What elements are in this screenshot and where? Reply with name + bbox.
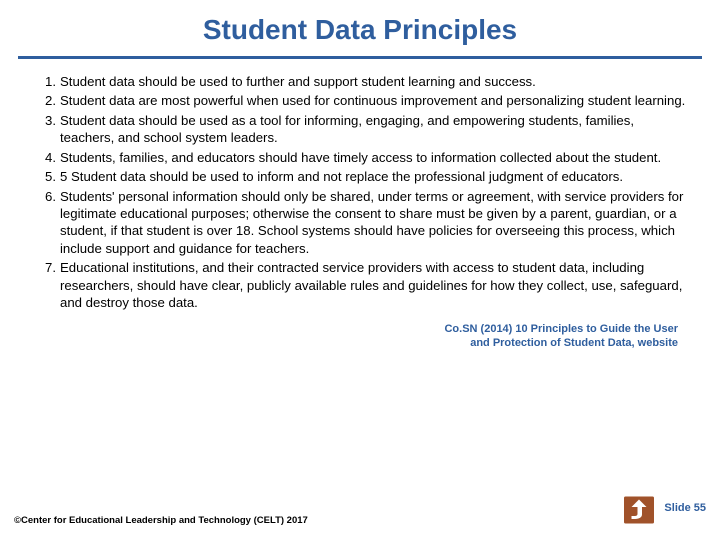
page-title: Student Data Principles [0,0,720,56]
title-rule [18,56,702,59]
list-item: Student data are most powerful when used… [34,92,686,109]
slide: { "title": { "text": "Student Data Princ… [0,0,720,540]
body-region: Student data should be used to further a… [0,73,720,311]
list-item: Student data should be used as a tool fo… [34,112,686,147]
slide-number: Slide 55 [664,502,706,514]
list-item: 5 Student data should be used to inform … [34,168,686,185]
citation-line: Co.SN (2014) 10 Principles to Guide the … [0,323,678,337]
return-button[interactable] [620,496,658,528]
list-item: Students, families, and educators should… [34,149,686,166]
list-item: Student data should be used to further a… [34,73,686,90]
copyright: ©Center for Educational Leadership and T… [14,515,308,526]
citation: Co.SN (2014) 10 Principles to Guide the … [0,323,678,351]
return-arrow-icon [624,495,654,530]
list-item: Students' personal information should on… [34,188,686,258]
list-item: Educational institutions, and their cont… [34,259,686,311]
citation-line: and Protection of Student Data, website [0,337,678,351]
principles-list: Student data should be used to further a… [34,73,686,311]
